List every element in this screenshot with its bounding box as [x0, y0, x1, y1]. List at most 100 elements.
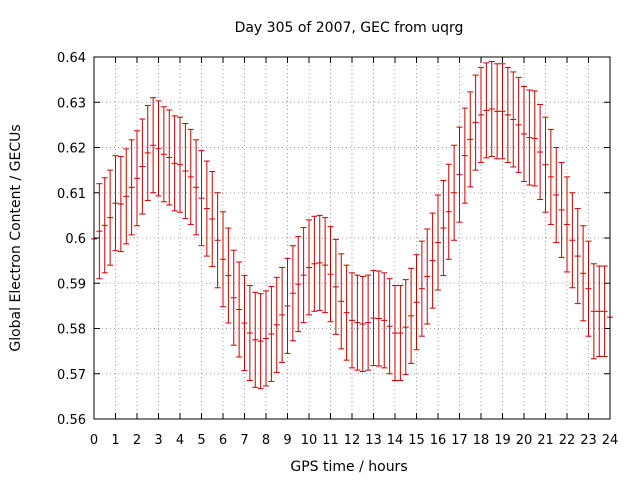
error-bar [553, 147, 560, 244]
error-bar [558, 161, 565, 258]
error-bar [596, 265, 603, 358]
error-bar [510, 71, 517, 168]
error-bar [467, 91, 474, 188]
error-bar [531, 90, 538, 187]
x-axis-label: GPS time / hours [290, 459, 407, 475]
x-tick-label: 11 [322, 433, 339, 448]
error-bar [209, 170, 216, 268]
error-bar [456, 126, 463, 223]
error-bar [526, 89, 533, 186]
error-bar [279, 266, 286, 363]
error-bar [117, 156, 124, 253]
y-tick-label: 0.63 [57, 96, 86, 111]
error-bar [112, 155, 119, 252]
x-tick-label: 17 [451, 433, 468, 448]
error-bar [300, 227, 307, 324]
error-bar [284, 257, 291, 354]
error-bar [123, 148, 130, 245]
error-bar [574, 208, 581, 305]
error-bar [386, 278, 393, 375]
x-tick-label: 23 [580, 433, 597, 448]
x-tick-label: 24 [602, 433, 619, 448]
error-bar [590, 263, 597, 360]
error-bar [542, 116, 549, 213]
error-bar [478, 66, 484, 163]
error-bar [322, 217, 329, 314]
x-tick-label: 13 [365, 433, 382, 448]
x-tick-label: 0 [90, 433, 98, 448]
error-bar [166, 109, 173, 206]
error-bar [203, 160, 210, 257]
error-bar [257, 293, 264, 390]
x-tick-label: 12 [344, 433, 361, 448]
error-bars [91, 61, 613, 390]
error-bar [332, 238, 339, 335]
x-tick-label: 14 [387, 433, 404, 448]
error-bar [392, 285, 398, 382]
error-bar [564, 176, 570, 273]
y-axis-ticks: 0.56 0.57 0.58 0.59 0.6 0.61 0.62 0.63 0.64 [57, 51, 610, 428]
error-bar [268, 285, 275, 382]
y-tick-label: 0.64 [57, 51, 86, 66]
error-bar [295, 236, 302, 333]
error-bar [499, 63, 506, 160]
error-bar [263, 290, 269, 387]
x-tick-label: 4 [176, 433, 184, 448]
error-bar [101, 177, 108, 274]
x-tick-label: 2 [133, 433, 141, 448]
error-bar [515, 76, 522, 173]
error-bar [241, 275, 248, 372]
error-bar [569, 192, 576, 289]
error-bar [354, 274, 361, 371]
error-bar [429, 212, 436, 309]
error-bar [316, 214, 323, 311]
x-tick-label: 6 [219, 433, 227, 448]
error-bar [537, 104, 544, 201]
error-bar [198, 150, 205, 247]
error-bar [150, 97, 157, 194]
error-bar [445, 163, 452, 260]
x-tick-label: 9 [283, 433, 291, 448]
x-tick-label: 8 [262, 433, 270, 448]
error-bar [365, 274, 372, 371]
error-bar [171, 115, 178, 212]
x-tick-label: 16 [430, 433, 447, 448]
x-tick-label: 7 [240, 433, 248, 448]
error-bar [246, 285, 253, 382]
error-bar [370, 270, 377, 367]
error-bar [144, 104, 151, 201]
error-bar [230, 249, 237, 346]
error-bar [107, 169, 114, 266]
x-tick-label: 22 [559, 433, 576, 448]
error-bar [311, 215, 318, 312]
error-bar [440, 180, 447, 277]
error-bar [483, 62, 490, 159]
error-bar [461, 107, 468, 204]
x-tick-label: 10 [301, 433, 318, 448]
x-tick-label: 15 [408, 433, 425, 448]
error-bar [402, 279, 409, 376]
x-tick-label: 20 [516, 433, 533, 448]
x-tick-label: 1 [111, 433, 119, 448]
error-bar [472, 74, 479, 171]
y-tick-label: 0.58 [57, 323, 86, 338]
error-bar [128, 139, 135, 236]
error-bar [601, 265, 608, 358]
error-bar [327, 226, 334, 323]
error-bar [381, 272, 388, 369]
error-bar [96, 183, 103, 280]
x-tick-label: 5 [197, 433, 205, 448]
error-bar [193, 139, 200, 236]
error-bar [504, 66, 511, 163]
error-bar [359, 275, 366, 372]
error-bar [225, 227, 232, 324]
plot-frame [93, 56, 611, 420]
error-bar [580, 225, 587, 322]
error-bar [289, 245, 296, 342]
y-tick-label: 0.59 [57, 277, 86, 292]
error-bar [236, 261, 243, 358]
error-bar [397, 285, 404, 382]
error-bar [488, 61, 495, 158]
error-bar [547, 128, 554, 225]
